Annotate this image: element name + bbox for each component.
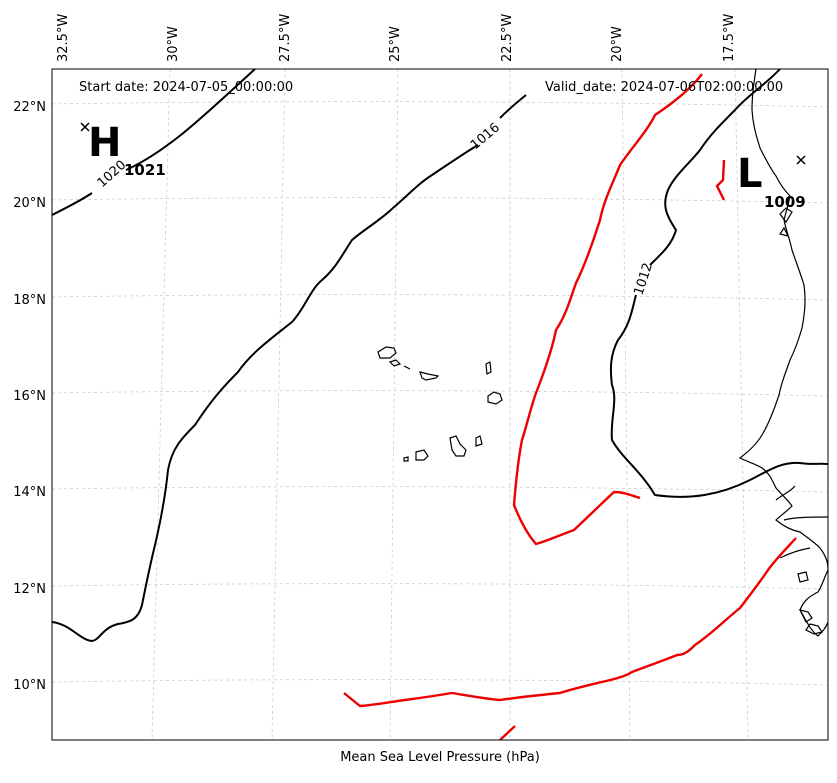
parallel-12n <box>51 583 829 590</box>
low-pressure-letter: L <box>737 151 763 197</box>
parallel-22n <box>51 101 829 108</box>
lat-tick-label: 20°N <box>13 196 46 211</box>
coastline-africa <box>738 68 829 637</box>
lon-tick-label: 30°W <box>166 26 181 62</box>
meridian-20w <box>621 68 631 741</box>
low-center-cross-icon <box>796 155 806 165</box>
high-pressure-letter: H <box>88 120 121 166</box>
meridian-17-5w <box>734 68 749 741</box>
isobars <box>51 68 829 643</box>
meridian-25w <box>389 68 399 741</box>
island-sal <box>485 361 492 375</box>
lat-tick-label: 18°N <box>13 293 46 308</box>
island-brava <box>403 456 409 462</box>
front-short-segment <box>715 159 726 201</box>
front-main <box>512 73 703 546</box>
high-center-cross-icon <box>80 122 90 132</box>
coast-islet <box>779 226 790 237</box>
cape-verde-islands <box>377 346 503 462</box>
parallel-14n <box>51 486 829 493</box>
coast-islet-3 <box>805 623 823 635</box>
lon-tick-label: 32.5°W <box>56 14 71 62</box>
start-date-label: Start date: 2024-07-05_00:00:00 <box>79 80 293 95</box>
coastline-mainland <box>738 68 829 637</box>
island-sao-vicente <box>388 359 402 367</box>
lat-tick-label: 16°N <box>13 389 46 404</box>
meridian-30w <box>151 68 171 741</box>
lat-tick-label: 22°N <box>13 100 46 115</box>
coast-detail-3 <box>779 547 811 559</box>
meridian-27-5w <box>271 68 286 741</box>
isobar-1012-upper <box>649 68 781 266</box>
lat-tick-label: 12°N <box>13 582 46 597</box>
isobar-1020-right <box>125 68 256 171</box>
island-santo-antao <box>377 346 397 359</box>
valid-date-label: Valid_date: 2024-07-06T02:00:00.00 <box>545 80 783 95</box>
lon-tick-label: 25°W <box>388 26 403 62</box>
parallel-20n <box>51 197 829 204</box>
high-pressure-value: 1021 <box>124 161 166 179</box>
fronts <box>343 73 797 741</box>
low-pressure-value: 1009 <box>764 193 806 211</box>
island-maio <box>475 435 483 447</box>
map-background <box>52 69 828 740</box>
lon-tick-label: 27.5°W <box>278 14 293 62</box>
coast-detail-2 <box>783 516 829 521</box>
parallel-10n <box>51 679 829 686</box>
isobar-1016-left <box>51 144 479 643</box>
front-southern <box>343 537 797 708</box>
lon-tick-label: 20°W <box>610 26 625 62</box>
parallel-18n <box>51 294 829 301</box>
front-southern-tail <box>499 725 516 741</box>
isobar-1012-lower <box>609 294 829 498</box>
island-santa-luzia <box>403 365 411 370</box>
map-caption: Mean Sea Level Pressure (hPa) <box>340 750 540 765</box>
graticule <box>51 68 829 741</box>
isobar-1016-right <box>499 94 527 119</box>
isobar-1020-left <box>51 192 93 216</box>
lon-tick-label: 17.5°W <box>722 14 737 62</box>
island-sao-nicolau <box>419 371 440 381</box>
coast-islet-2 <box>798 609 813 623</box>
coast-detail-1 <box>775 485 796 501</box>
parallel-16n <box>51 390 829 397</box>
lat-tick-label: 14°N <box>13 485 46 500</box>
coast-inlet <box>779 207 793 224</box>
island-boa-vista <box>487 391 503 405</box>
island-fogo <box>415 449 429 461</box>
island-santiago <box>449 435 467 457</box>
lat-tick-label: 10°N <box>13 678 46 693</box>
lon-tick-label: 22.5°W <box>500 14 515 62</box>
center-markers <box>80 122 806 165</box>
coast-islet-4 <box>797 571 809 583</box>
map-frame <box>51 68 829 741</box>
